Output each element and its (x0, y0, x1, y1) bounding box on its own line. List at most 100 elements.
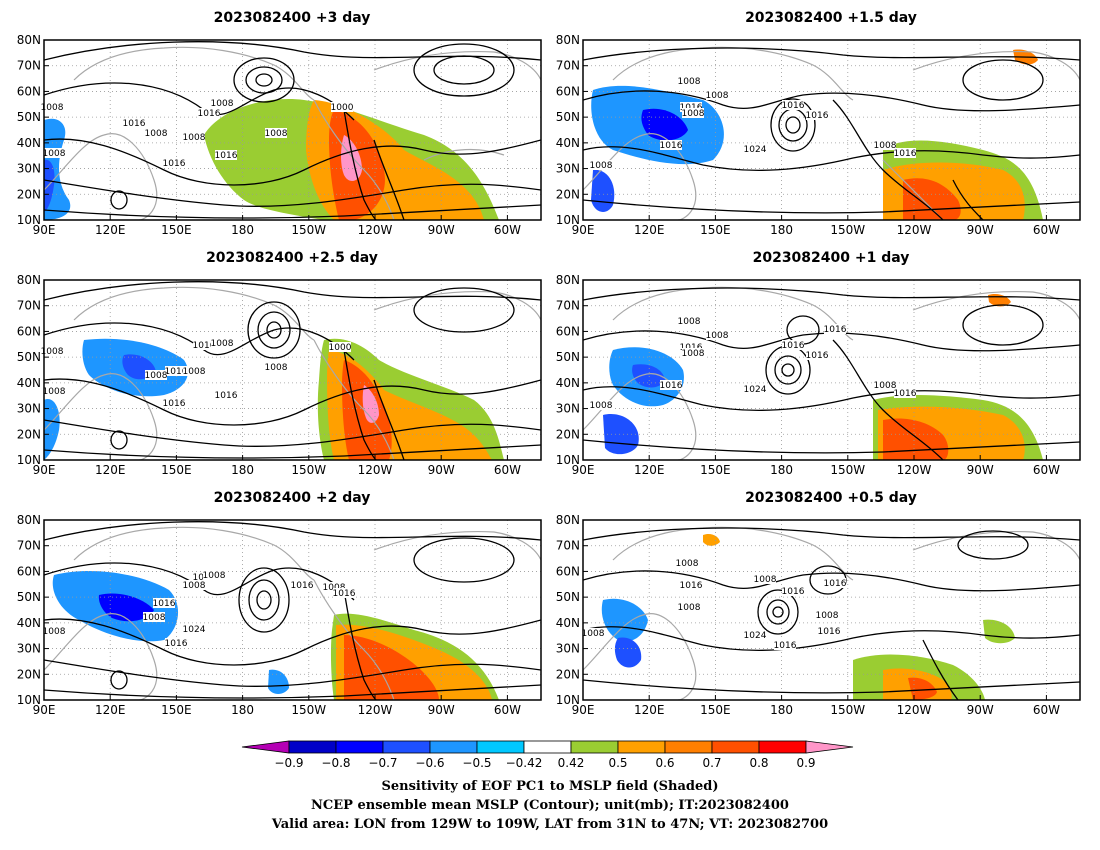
contour-label: 1000 (331, 102, 354, 113)
lon-tick-label: 150W (291, 223, 326, 237)
contour-label: 1016 (680, 580, 703, 591)
lon-tick-label: 120W (897, 703, 932, 717)
caption: Sensitivity of EOF PC1 to MSLP field (Sh… (271, 779, 828, 832)
colorbar-labels: −0.9 −0.8 −0.7 −0.6 −0.5 −0.42 0.42 0.5 0.6 0.7 0.… (274, 756, 815, 770)
contour-label-bg (744, 630, 766, 640)
lat-tick-label: 60N (556, 564, 580, 578)
lon-tick-label: 150W (830, 223, 865, 237)
contour-label: 1008 (706, 330, 729, 341)
panel-title: 2023082400 +1.5 day (745, 10, 917, 26)
map-frame (582, 39, 1081, 221)
contour-label: 1008 (145, 370, 168, 381)
lon-ticks: 90E 120E 150E 180 150W 120W 90W 60W (33, 695, 521, 717)
colorbar-cell (429, 740, 478, 754)
lat-tick-label: 70N (556, 539, 580, 553)
lon-tick-label: 120W (358, 223, 393, 237)
lon-ticks: 90E 120E 150E 180 150W 120W 90W 60W (572, 695, 1060, 717)
lon-tick-label: 120E (634, 223, 665, 237)
lon-tick-label: 90W (967, 703, 994, 717)
lat-tick-label: 50N (17, 110, 41, 124)
contour-label: 1008 (43, 148, 66, 159)
contour-label-bg (754, 574, 776, 584)
contour-label: 1008 (211, 98, 234, 109)
lon-tick-label: 120E (634, 463, 665, 477)
lat-tick-label: 20N (17, 667, 41, 681)
coastlines (583, 526, 1080, 700)
contour-label: 1016 (660, 380, 683, 391)
contour-label-bg (894, 148, 916, 158)
lon-tick-label: 60W (494, 223, 521, 237)
contour-label-text: 1008 (682, 349, 705, 359)
contour-label-bg (43, 148, 65, 158)
shade-positive-inner (903, 178, 961, 220)
contour-label: 1016 (165, 638, 188, 649)
lon-tick-label: 120W (897, 463, 932, 477)
contour-label-text: 1008 (874, 381, 897, 391)
map-frame (43, 519, 542, 701)
contour-label-text: 1008 (203, 571, 226, 581)
colorbar-level-label: 0.8 (749, 756, 768, 770)
shade-positive-inner (908, 677, 937, 700)
colorbar-cell (758, 740, 807, 754)
colorbar-level-label: −0.42 (506, 756, 543, 770)
shade-negative-inner (614, 637, 642, 668)
lon-tick-label: 90E (572, 703, 595, 717)
contour-label-text: 1016 (291, 581, 314, 591)
contour-label-text: 1008 (590, 161, 613, 171)
lon-tick-label: 60W (1033, 223, 1060, 237)
lat-tick-label: 80N (556, 273, 580, 287)
mslp-contours (583, 527, 1080, 700)
contour-label-bg (894, 388, 916, 398)
contour-label-text: 1016 (782, 341, 805, 351)
mslp-contours (44, 41, 541, 220)
contour-label: 1008 (203, 570, 226, 581)
contour-label-text: 1008 (183, 581, 206, 591)
contour-label-bg (323, 582, 345, 592)
lon-tick-label: 90W (428, 223, 455, 237)
lon-tick-label: 150W (830, 463, 865, 477)
colorbar-cell (476, 740, 525, 754)
lat-tick-label: 10N (556, 453, 580, 467)
panel-title: 2023082400 +0.5 day (745, 490, 917, 506)
panel-title: 2023082400 +2.5 day (206, 250, 378, 266)
contour-label-bg (824, 578, 846, 588)
lat-tick-label: 80N (17, 33, 41, 47)
contour-label-bg (590, 400, 612, 410)
lon-tick-label: 180 (231, 223, 254, 237)
lat-tick-label: 40N (17, 136, 41, 150)
contour-label: 1016 (215, 150, 238, 161)
lat-tick-label: 80N (556, 33, 580, 47)
gridlines (583, 40, 1080, 220)
contour-label-text: 1016 (660, 381, 683, 391)
contour-label-text: 1016 (894, 389, 917, 399)
contour-label-text: 1000 (329, 343, 352, 353)
contour-label: 1008 (676, 558, 699, 569)
contour-label-text: 1024 (744, 631, 767, 641)
coastlines (44, 526, 541, 700)
colorbar-cell (382, 740, 431, 754)
contour-label-text: 1016 (774, 641, 797, 651)
contour-label-text: 1008 (754, 575, 777, 585)
lon-tick-label: 120W (358, 703, 393, 717)
contour-label-bg (678, 76, 700, 86)
lat-tick-label: 10N (17, 213, 41, 227)
contour-label-text: 1016 (163, 159, 186, 169)
lat-tick-label: 10N (17, 693, 41, 707)
contour-label-bg (41, 102, 63, 112)
lat-tick-label: 50N (556, 350, 580, 364)
contour-label: 1008 (211, 338, 234, 349)
contour-label-text: 1008 (874, 141, 897, 151)
lon-tick-label: 90E (33, 463, 56, 477)
contour-label-bg (43, 626, 65, 636)
contour-label: 1016 (163, 398, 186, 409)
colorbar-cell (664, 740, 713, 754)
contour-label-bg (676, 558, 698, 568)
contour-label-text: 1024 (744, 385, 767, 395)
contour-label-bg (211, 338, 233, 348)
contour-label: 1016 (824, 578, 847, 589)
contour-label: 1016 (163, 158, 186, 169)
contour-label: 1016 (123, 118, 146, 129)
lon-tick-label: 180 (770, 463, 793, 477)
colorbar-cell (617, 740, 666, 754)
